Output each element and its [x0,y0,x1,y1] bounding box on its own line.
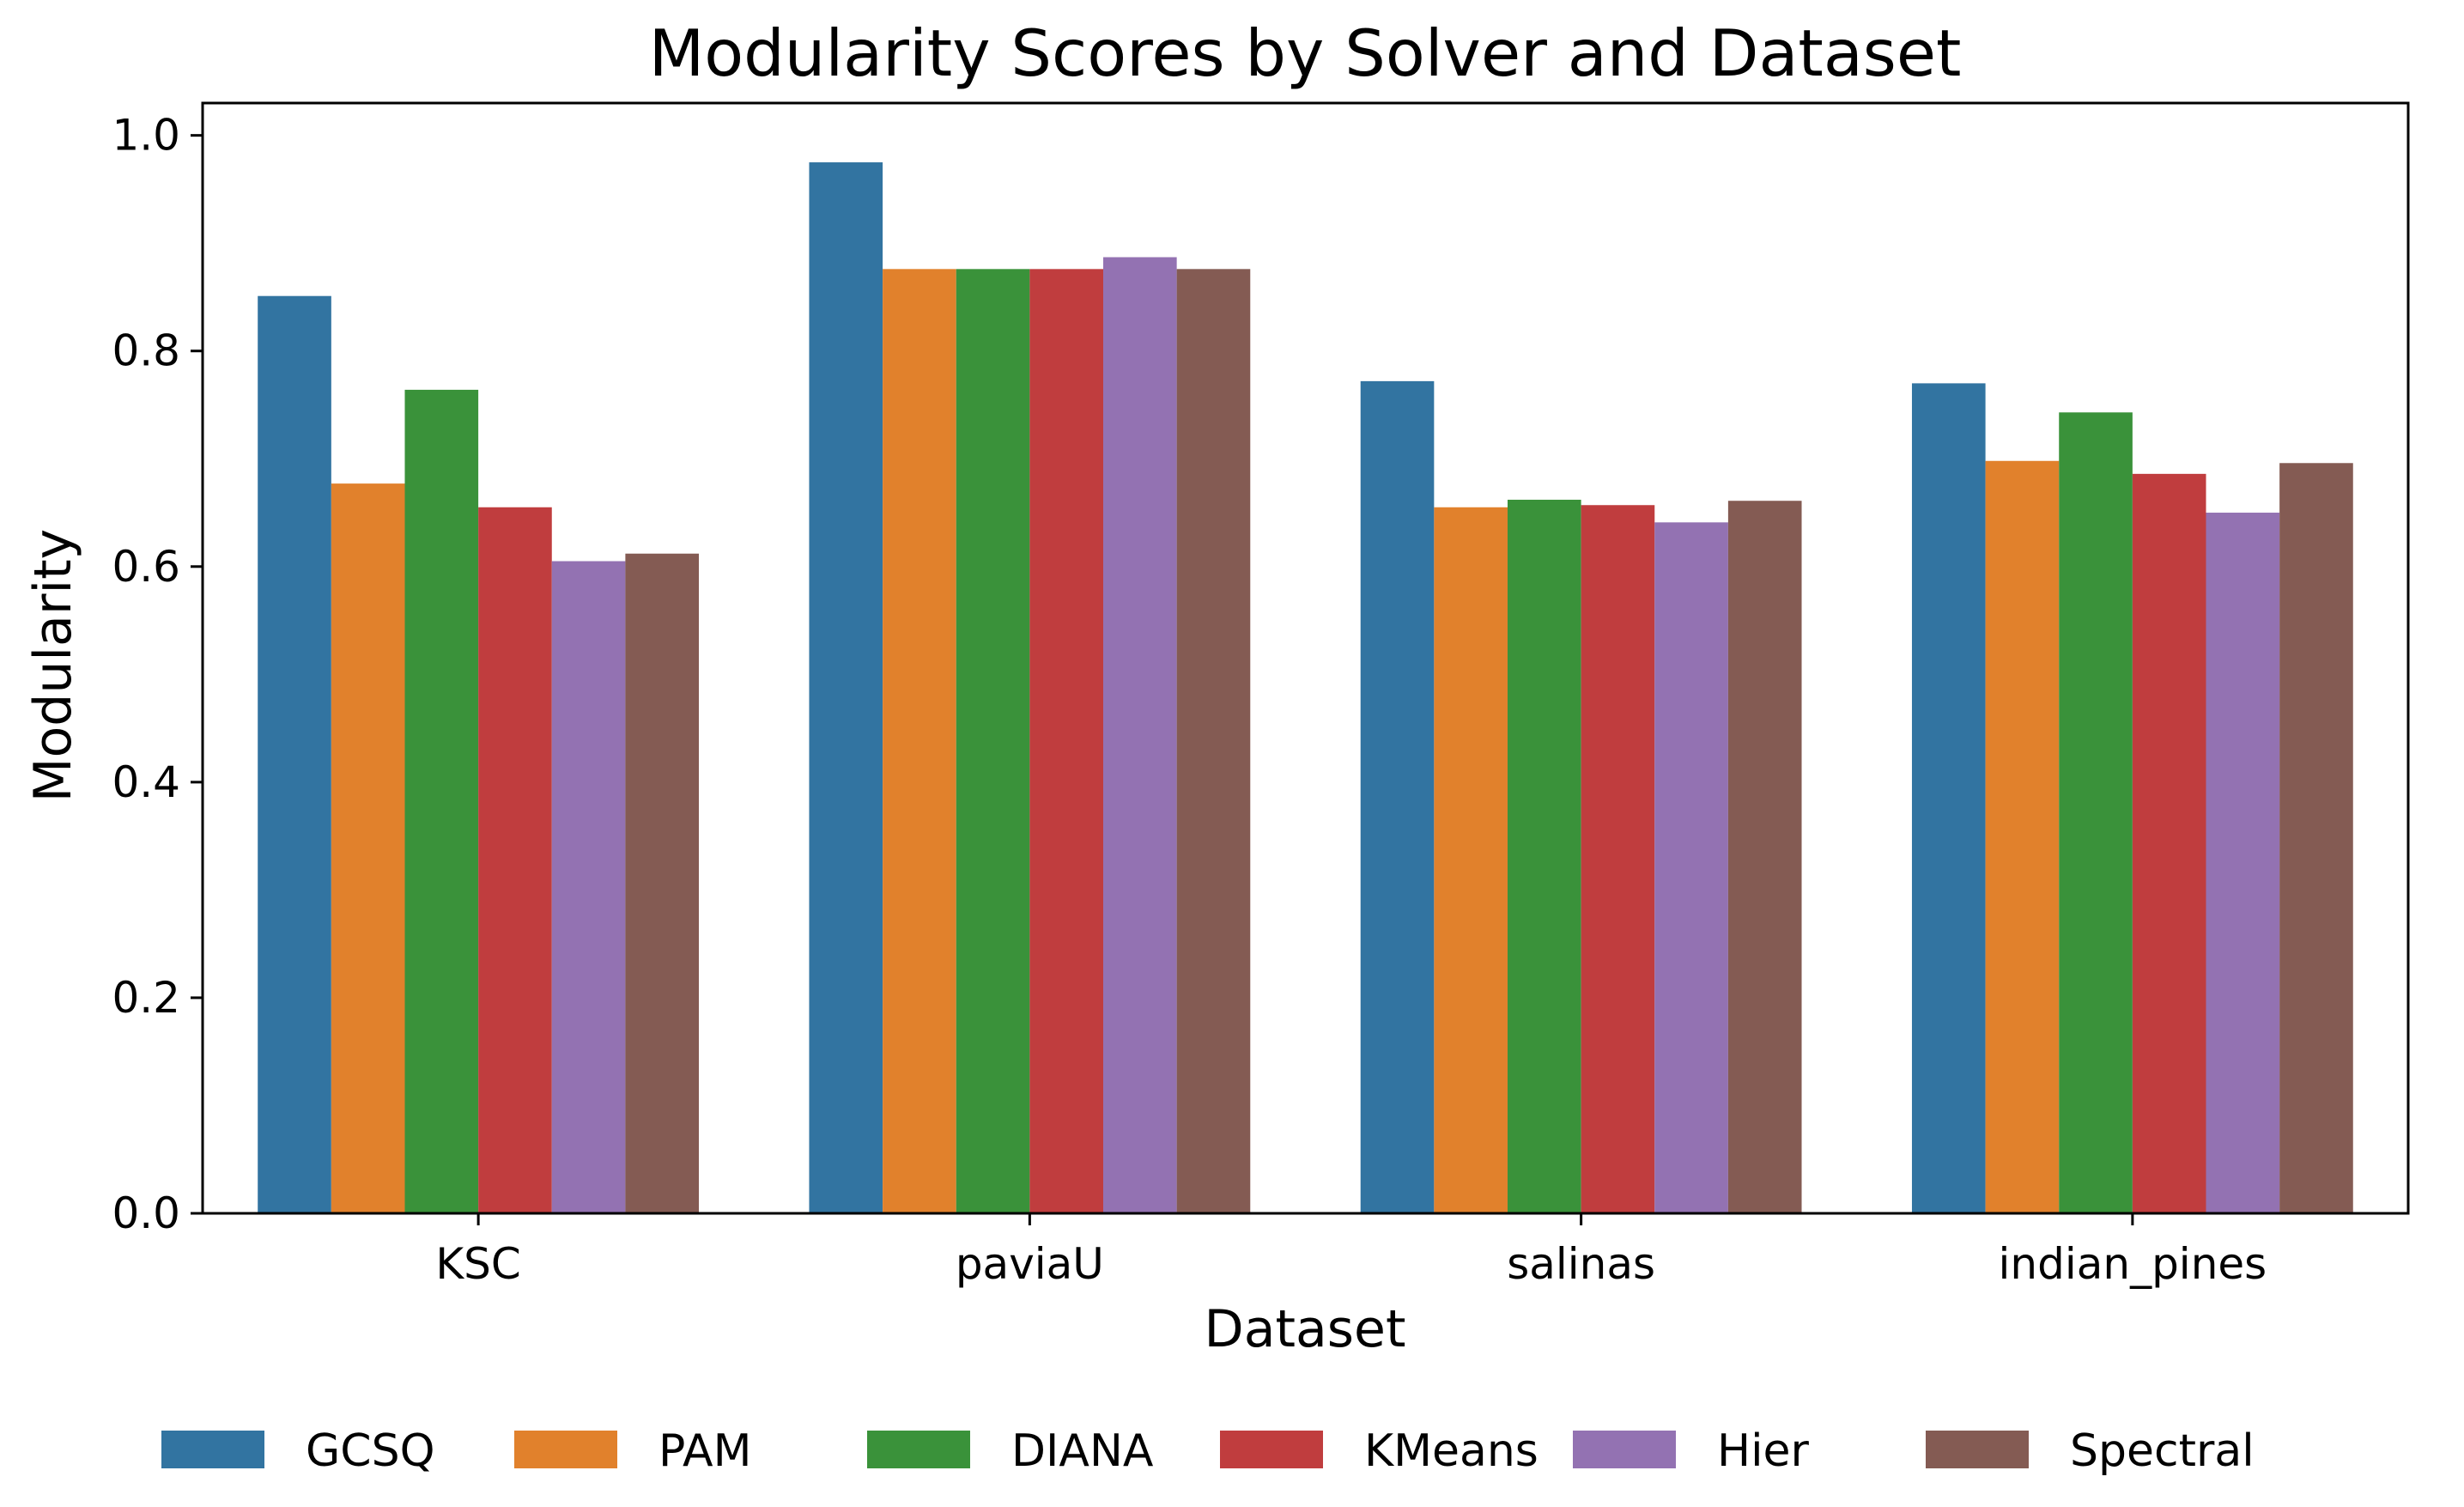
legend-item-kmeans: KMeans [1220,1425,1538,1477]
axes-layer: 0.0 0.2 0.4 0.6 0.8 1.0 KSC paviaU salinas indian… [112,101,2410,1289]
bar-pam-ksc [331,483,405,1213]
bar-kmeans-paviau [1029,269,1104,1213]
bar-spectral-paviau [1176,269,1251,1213]
legend-swatch [1926,1431,2029,1468]
bar-kmeans-ksc [478,507,552,1213]
legend-label: Hier [1717,1425,1810,1477]
bar-hier-salinas [1654,522,1728,1213]
bar-diana-salinas [1507,499,1581,1213]
legend-swatch [161,1431,264,1468]
plot-frame [201,101,2410,1215]
legend-item-pam: PAM [514,1425,751,1477]
bar-hier-paviau [1103,257,1177,1213]
bar-hier-indian_pines [2206,513,2280,1213]
bar-gcsq-paviau [809,162,883,1213]
bar-hier-ksc [551,561,626,1213]
y-tick-label: 0.6 [112,542,180,592]
x-tick-label: salinas [1507,1239,1655,1289]
legend-swatch [867,1431,970,1468]
bar-diana-paviau [956,269,1030,1213]
legend-item-spectral: Spectral [1926,1425,2255,1477]
legend-item-gcsq: GCSQ [161,1425,435,1477]
bar-pam-salinas [1434,507,1508,1213]
legend-label: GCSQ [306,1425,435,1477]
y-tick-label: 0.2 [112,973,180,1023]
y-tick-label: 1.0 [112,111,180,161]
bars-layer [258,162,2353,1214]
legend-swatch [1573,1431,1676,1468]
bar-diana-indian_pines [2059,412,2133,1213]
bar-diana-ksc [404,389,479,1213]
x-axis-title: Dataset [1205,1299,1406,1359]
legend-label: PAM [658,1425,751,1477]
bar-kmeans-indian_pines [2132,473,2206,1213]
legend-item-hier: Hier [1573,1425,1810,1477]
legend-swatch [1220,1431,1323,1468]
bar-spectral-salinas [1727,501,1802,1213]
bar-kmeans-salinas [1581,505,1655,1213]
bar-spectral-indian_pines [2279,463,2353,1213]
bar-pam-indian_pines [1985,460,2060,1213]
y-tick-label: 0.0 [112,1188,180,1238]
bar-spectral-ksc [625,553,700,1213]
chart-title: Modularity Scores by Solver and Dataset [649,15,1962,91]
legend-item-diana: DIANA [867,1425,1154,1477]
y-axis-title: Modularity [23,529,83,802]
y-tick-label: 0.8 [112,326,180,376]
legend: GCSQ PAM DIANA KMeans Hier Spectral [161,1425,2255,1477]
x-tick-label: indian_pines [1999,1239,2267,1289]
bar-gcsq-indian_pines [1911,383,1986,1213]
legend-swatch [514,1431,617,1468]
legend-label: DIANA [1011,1425,1154,1477]
bar-gcsq-salinas [1360,380,1435,1213]
x-tick-label: paviaU [956,1239,1104,1289]
x-tick-label: KSC [435,1239,520,1289]
y-tick-label: 0.4 [112,757,180,807]
legend-label: Spectral [2070,1425,2255,1477]
legend-label: KMeans [1364,1425,1538,1477]
bar-gcsq-ksc [258,295,331,1214]
bar-pam-paviau [883,269,956,1213]
